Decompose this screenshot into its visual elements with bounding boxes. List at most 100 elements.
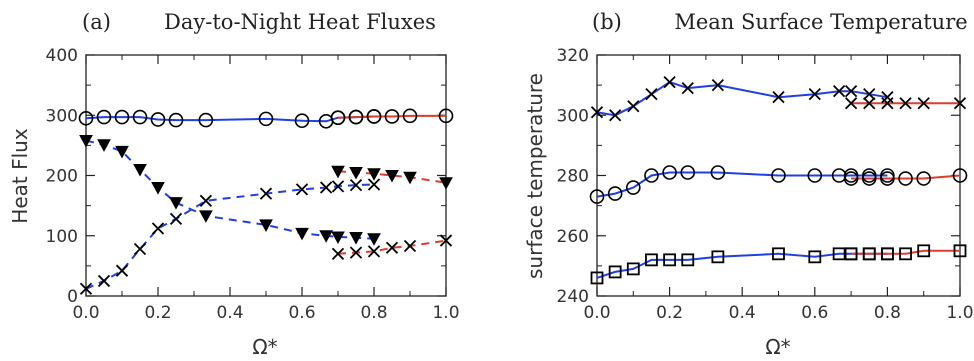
panel-b-point-square [626, 262, 640, 276]
panel-b-point-cross [609, 109, 622, 122]
panel-a-y-tick-label: 0 [67, 287, 78, 307]
panel-a-y-tick-label: 200 [46, 167, 78, 187]
panel-b-point-cross [863, 97, 876, 110]
panel-a-point-cross [151, 222, 165, 235]
panel-b-xlabel: Ω* [765, 335, 790, 359]
panel-a-point-cross [259, 187, 273, 200]
panel-b-series-square-red-line [851, 249, 960, 255]
panel-b-x-tick-label: 0.6 [801, 303, 828, 323]
panel-a-point-triangle-down [439, 177, 453, 190]
panel-b-point-circle [880, 171, 895, 186]
panel-a-point-cross [199, 194, 213, 207]
panel-a-x-tick-label: 0.4 [216, 303, 243, 323]
panel-b-point-cross [681, 82, 694, 95]
panel-a-point-circle [330, 110, 346, 125]
panel-a-point-triangle-down [331, 231, 345, 244]
panel-a-point-cross [295, 183, 309, 196]
panel-a-point-circle [402, 108, 418, 124]
panel-a-point-triangle-down [169, 197, 183, 210]
panel-b-point-cross [844, 97, 858, 110]
panel-a-point-triangle-down [79, 135, 93, 148]
panel-a-point-triangle-down [115, 145, 129, 159]
panel-a-x-tick-label: 0.6 [288, 303, 315, 323]
panel-a-point-circle [348, 109, 364, 125]
panel-a-title: Day-to-Night Heat Fluxes [164, 10, 436, 34]
panel-b-point-cross [808, 88, 821, 101]
panel-a-point-circle [294, 113, 310, 128]
panel-b-point-square [590, 271, 604, 285]
panel-a-heat-fluxes: (a) Day-to-Night Heat Fluxes Heat Flux Ω… [8, 10, 460, 359]
panel-b-point-cross [917, 97, 930, 110]
panel-b-point-cross [772, 91, 785, 104]
panel-b-x-tick-label: 0.2 [656, 303, 683, 323]
panel-a-point-circle [96, 109, 112, 125]
panel-b-series-circle-blue-line [596, 171, 888, 198]
panel-b-x-tick-label: 0.4 [729, 303, 756, 323]
panel-a-x-tick-label: 0.8 [360, 303, 387, 323]
panel-a-point-cross [331, 247, 345, 260]
panel-a-point-cross [367, 245, 381, 258]
panel-a-point-triangle-down [403, 171, 417, 185]
panel-b-y-tick-label: 320 [557, 46, 589, 66]
panel-b-point-circle [916, 171, 932, 186]
panel-a-point-triangle-down [349, 166, 363, 180]
panel-b-ylabel: surface temperature [523, 73, 547, 279]
panel-a-point-circle [150, 112, 166, 127]
panel-b-point-square [917, 244, 931, 258]
panel-b-point-cross [899, 97, 912, 110]
panel-b-point-square [953, 244, 967, 258]
panel-b-y-tick-label: 280 [557, 167, 589, 187]
panel-b-title: Mean Surface Temperature [674, 10, 967, 34]
panel-a-point-triangle-down [151, 182, 165, 195]
panel-b-label: (b) [592, 10, 622, 34]
panel-a-label: (a) [82, 10, 111, 34]
panel-a-series-cross-red-line [337, 239, 447, 255]
panel-b-point-circle [710, 165, 726, 180]
panel-a-point-circle [384, 109, 400, 124]
panel-a-point-triangle-down [259, 219, 273, 232]
panel-a-point-triangle-down [367, 233, 381, 246]
panel-b-point-cross [645, 88, 658, 101]
panel-b-y-tick-label: 240 [557, 287, 589, 307]
panel-b-point-cross [863, 88, 876, 101]
panel-a-point-circle [198, 112, 214, 128]
panel-b-point-square [772, 247, 785, 261]
panel-b-point-square [608, 265, 622, 279]
panel-a-point-cross [385, 241, 399, 254]
panel-b-x-tick-label: 0.0 [583, 303, 610, 323]
panel-a-point-triangle-down [133, 163, 147, 177]
panel-a-point-cross [115, 264, 129, 277]
panel-a-point-circle [438, 108, 454, 124]
panel-a-point-triangle-down [331, 165, 345, 179]
panel-a-point-triangle-down [97, 139, 111, 152]
panel-a-point-circle [258, 111, 274, 127]
panel-a-point-cross [349, 246, 363, 259]
panel-b-y-tick-label: 260 [557, 227, 589, 247]
panel-b-y-tick-label: 300 [557, 106, 589, 126]
panel-b-point-square [711, 250, 725, 264]
panel-b-point-cross [627, 100, 640, 113]
panel-b-point-circle [625, 180, 641, 195]
panel-a-point-circle [168, 112, 184, 128]
panel-a-point-cross [367, 178, 381, 191]
panel-b-point-circle [843, 171, 859, 186]
panel-a-point-cross [133, 242, 147, 256]
panel-b-point-circle [952, 168, 968, 183]
panel-b-point-circle [680, 165, 696, 180]
panel-a-point-circle [114, 109, 130, 125]
panel-a-point-cross [349, 179, 363, 192]
panel-a-point-cross [97, 274, 111, 288]
panel-b-point-square [844, 247, 858, 261]
panel-a-point-triangle-down [367, 168, 381, 181]
panel-a-x-tick-label: 0.0 [72, 303, 99, 323]
panel-b-x-tick-label: 1.0 [946, 303, 973, 323]
panel-a-point-circle [132, 109, 148, 125]
panel-a-y-tick-label: 100 [46, 227, 78, 247]
panel-a-xlabel: Ω* [252, 335, 277, 359]
panel-a-point-cross [331, 180, 345, 193]
panel-b-point-square [645, 253, 658, 267]
panel-a-point-cross [79, 282, 93, 295]
panel-a-y-tick-label: 300 [46, 106, 78, 126]
panel-a-series-circle-red-line [337, 114, 446, 119]
